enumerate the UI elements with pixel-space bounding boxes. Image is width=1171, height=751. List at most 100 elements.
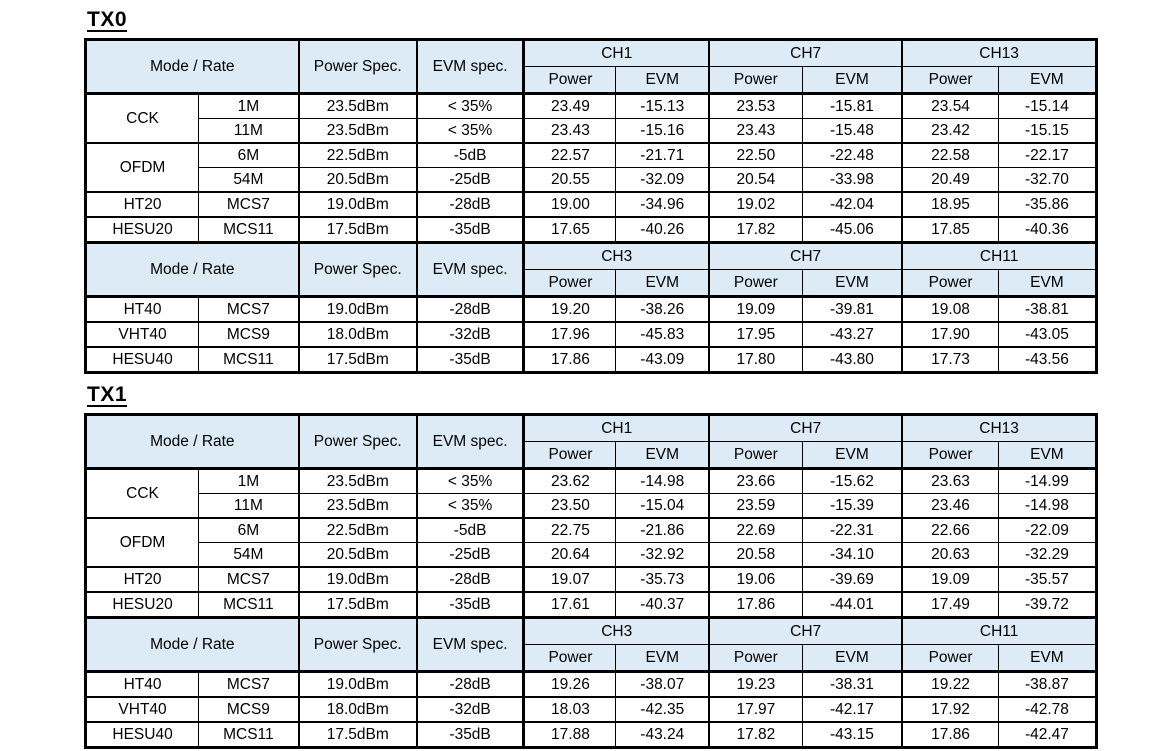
evm-value-cell: -43.15 [801,721,903,748]
header-row-power-evm: Power EVM Power EVM Power EVM [86,441,1098,470]
evm-value-cell: -33.98 [801,167,903,193]
evm-value-cell: -15.14 [997,92,1098,119]
evm-value-cell: -43.05 [997,321,1098,348]
header-row-channels: Mode / Rate Power Spec. EVM spec. CH3 CH7 CH1… [84,241,1098,298]
power-value-cell: 23.46 [901,493,999,519]
table-row: HESU40 MCS11 17.5dBm -35dB 17.88 -43.24 17.82-… [84,721,1098,748]
power-value-cell: 23.43 [708,118,803,144]
power-spec-cell: 19.0dBm [297,566,418,593]
column-header-evm: EVM [997,644,1098,673]
mode-cell: OFDM [84,517,200,568]
evm-value-cell: -22.17 [997,142,1098,168]
rate-cell: MCS11 [198,346,300,373]
column-header-evm: EVM [801,66,903,95]
rate-cell: 54M [198,167,300,193]
evm-spec-cell: -28dB [415,670,525,698]
evm-value-cell: -38.81 [997,295,1098,323]
power-spec-cell: 23.5dBm [297,467,418,494]
table-body: Mode / Rate Power Spec. EVM spec. CH1 CH7 CH1… [84,39,1098,373]
column-header-evm-spec: EVM spec. [415,39,525,95]
column-header-power-spec: Power Spec. [297,241,418,298]
evm-spec-cell: -5dB [415,517,525,543]
evm-value-cell: -14.98 [615,467,710,494]
mode-cell: CCK [84,467,200,519]
mode-cell: HT40 [84,295,200,323]
column-header-mode-rate: Mode / Rate [84,241,300,298]
power-value-cell: 23.59 [708,493,803,519]
column-header-evm: EVM [997,66,1098,95]
rate-cell: MCS11 [198,721,300,748]
rate-cell: MCS9 [198,321,300,348]
power-spec-cell: 17.5dBm [297,216,418,243]
evm-spec-cell: -32dB [415,321,525,348]
power-value-cell: 17.86 [708,591,803,618]
evm-value-cell: -45.06 [801,216,903,243]
evm-spec-cell: -35dB [415,346,525,373]
mode-cell: HT40 [84,670,200,698]
table-row: OFDM 6M 22.5dBm -5dB 22.75 -21.86 22.69 -22.31 2… [84,517,1098,568]
tx-section: TX0 Mode / Rate Power Spec. EVM spec. CH1 CH7… [84,8,1171,374]
column-header-power: Power [522,269,617,298]
evm-value-cell: -43.09 [615,346,710,373]
measurement-table: Mode / Rate Power Spec. EVM spec. CH1 CH7 CH1… [84,38,1098,374]
power-value-cell: 17.85 [901,216,999,243]
rate-cell: MCS9 [198,696,300,723]
evm-value-cell: -14.99 [997,467,1098,494]
evm-value-cell: -39.72 [997,591,1098,618]
power-spec-cell: 23.5dBm [297,493,418,519]
power-value-cell: 19.08 [901,295,999,323]
evm-value-cell: -39.81 [801,295,903,323]
channel-header: CH13 [901,39,1098,67]
evm-value-cell: -40.37 [615,591,710,618]
evm-value-cell: -32.09 [615,167,710,193]
power-value-cell: 17.86 [522,346,617,373]
evm-value-cell: -38.26 [615,295,710,323]
rate-cell: MCS7 [198,295,300,323]
section-title: TX1 [87,383,128,406]
power-spec-cell: 22.5dBm [297,142,418,168]
power-spec-cell: 18.0dBm [297,321,418,348]
evm-value-cell: -42.04 [801,191,903,218]
power-spec-cell: 23.5dBm [297,92,418,119]
mode-cell: HESU40 [84,346,200,373]
table-row: VHT40 MCS9 18.0dBm -32dB 18.03 -42.35 17.97 -42… [84,696,1098,723]
power-value-cell: 17.73 [901,346,999,373]
power-value-cell: 22.66 [901,517,999,543]
evm-value-cell: -40.36 [997,216,1098,243]
power-spec-cell: 20.5dBm [297,542,418,568]
power-value-cell: 22.57 [522,142,617,168]
column-header-power: Power [708,441,803,470]
channel-header: CH7 [708,414,903,442]
power-value-cell: 23.43 [522,118,617,144]
rate-cell: 6M [198,517,300,543]
evm-value-cell: -15.81 [801,92,903,119]
column-header-power: Power [708,644,803,673]
header-row-channels: Mode / Rate Power Spec. EVM spec. CH1 CH7 CH1… [84,39,1098,95]
channel-header: CH3 [522,241,710,270]
column-header-evm: EVM [801,644,903,673]
evm-value-cell: -15.13 [615,92,710,119]
evm-value-cell: -32.70 [997,167,1098,193]
header-row-power-evm: Power EVM Power EVM Power EVM [86,269,1098,298]
evm-value-cell: -32.29 [997,542,1098,568]
evm-value-cell: -34.10 [801,542,903,568]
evm-spec-cell: -35dB [415,721,525,748]
table-row: HESU40 MCS11 17.5dBm -35dB 17.86 -43.09 17.80-… [84,346,1098,373]
column-header-power: Power [522,66,617,95]
channel-header: CH11 [901,616,1098,645]
power-value-cell: 17.49 [901,591,999,618]
power-value-cell: 17.61 [522,591,617,618]
evm-value-cell: -42.78 [997,696,1098,723]
power-value-cell: 19.09 [901,566,999,593]
power-value-cell: 17.80 [708,346,803,373]
power-value-cell: 19.00 [522,191,617,218]
evm-value-cell: -15.04 [615,493,710,519]
power-value-cell: 23.54 [901,92,999,119]
table-row: CCK 1M 23.5dBm < 35% 23.62 -14.98 23.66 -15.62 2… [84,467,1098,519]
column-header-mode-rate: Mode / Rate [84,616,300,673]
evm-value-cell: -15.39 [801,493,903,519]
column-header-evm: EVM [997,441,1098,470]
channel-header: CH11 [901,241,1098,270]
column-header-mode-rate: Mode / Rate [84,39,300,95]
